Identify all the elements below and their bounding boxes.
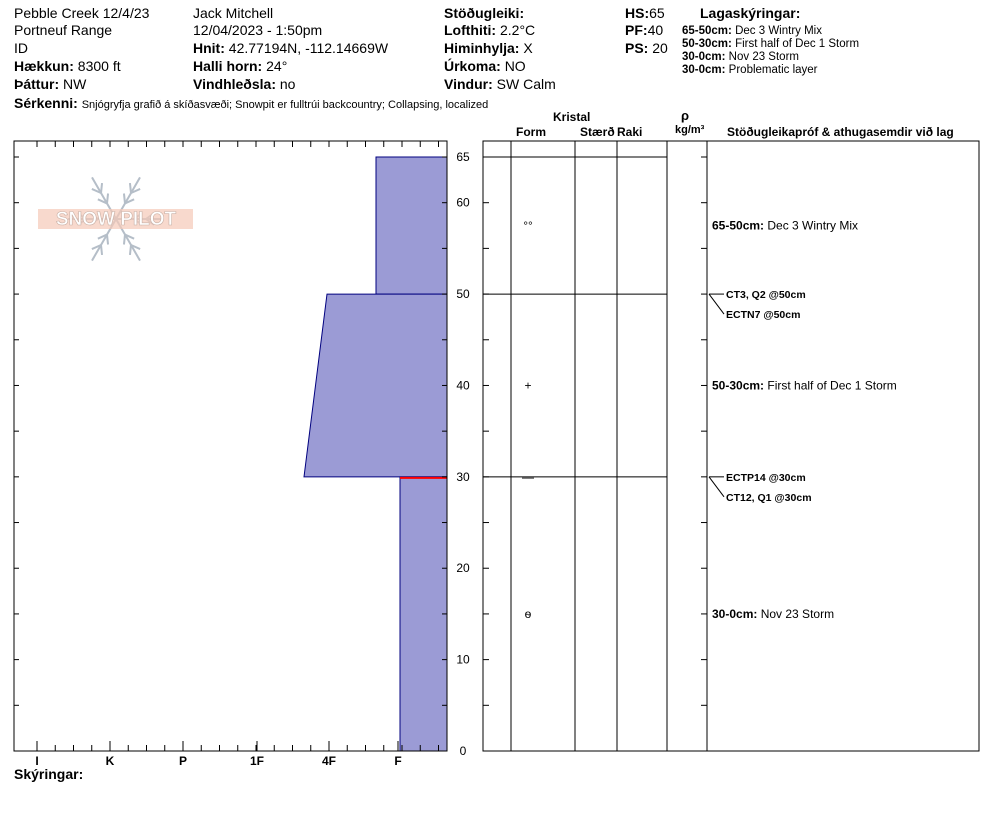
flake-branch bbox=[97, 198, 108, 205]
legend-item: 50-30cm: First half of Dec 1 Storm bbox=[682, 38, 860, 50]
snowpilot-logo: SNOW PILOT bbox=[38, 176, 193, 262]
flake-branch bbox=[106, 234, 110, 245]
flake-branch bbox=[128, 182, 132, 194]
datetime: 12/04/2023 - 1:50pm bbox=[193, 22, 323, 38]
observer: Jack Mitchell bbox=[193, 5, 274, 21]
state: ID bbox=[14, 40, 28, 56]
layer-comment: 30-0cm: Nov 23 Storm bbox=[712, 607, 834, 621]
flake-branch bbox=[122, 234, 126, 245]
wind: Vindur: SW Calm bbox=[444, 76, 556, 92]
flake-branch bbox=[91, 188, 102, 194]
sky-cover: Himinhylja: X bbox=[444, 40, 533, 56]
hardness-plot-frame bbox=[13, 140, 448, 752]
slope-angle: Halli horn: 24° bbox=[193, 58, 288, 74]
wind-loading: Vindhleðsla: no bbox=[193, 76, 296, 92]
hardness-tick-label: 1F bbox=[250, 754, 264, 768]
ps: PS: 20 bbox=[625, 40, 668, 56]
pf: PF:40 bbox=[625, 22, 664, 38]
hardness-tick-label: I bbox=[35, 754, 38, 768]
hardness-layer-2 bbox=[303, 293, 448, 478]
layer-comment: 50-30cm: First half of Dec 1 Storm bbox=[712, 378, 897, 392]
stability: Stöðugleiki: bbox=[444, 5, 525, 21]
crystal-header: Kristal bbox=[553, 110, 591, 124]
depth-tick-label: 40 bbox=[456, 378, 470, 392]
rho-header: ρ bbox=[681, 108, 690, 123]
hardness-tick-label: K bbox=[106, 754, 115, 768]
layer-comment: 65-50cm: Dec 3 Wintry Mix bbox=[712, 219, 858, 233]
form-header: Form bbox=[516, 125, 546, 139]
legend-item: 30-0cm: Nov 23 Storm bbox=[682, 51, 799, 63]
layer-table-frame bbox=[482, 140, 980, 752]
flake-branch bbox=[130, 244, 141, 250]
flake-branch bbox=[100, 244, 104, 256]
legend-item: 65-50cm: Dec 3 Wintry Mix bbox=[682, 25, 822, 37]
footer-legend-label: Skýringar: bbox=[14, 766, 84, 782]
depth-tick-label: 30 bbox=[456, 470, 470, 484]
flake-branch bbox=[91, 244, 102, 250]
depth-tick-label: 65 bbox=[456, 150, 470, 164]
test-pointer bbox=[708, 293, 725, 315]
logo-text: SNOW PILOT bbox=[56, 209, 177, 230]
stability-test-label: CT3, Q2 @50cm bbox=[726, 289, 806, 301]
hardness-layer-1 bbox=[375, 156, 448, 295]
test-pointer bbox=[708, 476, 725, 498]
grain-form-symbol: + bbox=[524, 378, 531, 392]
density-unit-header: kg/m³ bbox=[675, 124, 705, 136]
depth-tick-label: 0 bbox=[460, 744, 467, 758]
location: Pebble Creek 12/4/23 bbox=[14, 5, 150, 21]
flake-branch bbox=[100, 182, 104, 194]
size-header: Stærð bbox=[580, 125, 615, 139]
grain-form-symbol: — bbox=[522, 470, 534, 484]
legend-title: Lagaskýringar: bbox=[700, 5, 801, 21]
grain-form-symbol: ѳ bbox=[525, 607, 532, 621]
flake-branch bbox=[124, 233, 135, 240]
flake-branch bbox=[130, 188, 141, 194]
legend-item: 30-0cm: Problematic layer bbox=[682, 64, 818, 76]
flake-branch bbox=[122, 193, 126, 204]
stability-test-label: ECTP14 @30cm bbox=[726, 472, 806, 484]
stability-test-label: CT12, Q1 @30cm bbox=[726, 492, 812, 504]
flake-branch bbox=[97, 233, 108, 240]
hardness-tick-label: 4F bbox=[322, 754, 336, 768]
flake-branch bbox=[128, 244, 132, 256]
features: Sérkenni: Snjógryfja grafið á skíðasvæði… bbox=[14, 95, 489, 111]
moisture-header: Raki bbox=[617, 125, 643, 139]
depth-tick-label: 10 bbox=[456, 653, 470, 667]
hardness-tick-label: P bbox=[179, 754, 187, 768]
depth-tick-label: 50 bbox=[456, 287, 470, 301]
aspect: Þáttur: NW bbox=[14, 76, 87, 92]
range: Portneuf Range bbox=[14, 22, 113, 38]
hs: HS:65 bbox=[625, 5, 665, 21]
grain-form-symbol: °° bbox=[523, 219, 533, 233]
hardness-layer-3 bbox=[399, 476, 448, 752]
depth-tick-label: 20 bbox=[456, 561, 470, 575]
depth-tick-label: 60 bbox=[456, 196, 470, 210]
elevation: Hækkun: 8300 ft bbox=[14, 58, 121, 74]
precipitation: Úrkoma: NO bbox=[444, 58, 526, 74]
tests-header: Stöðugleikapróf & athugasemdir við lag bbox=[727, 125, 954, 139]
air-temp: Lofthiti: 2.2°C bbox=[444, 22, 536, 38]
flake-branch bbox=[124, 198, 135, 205]
stability-test-label: ECTN7 @50cm bbox=[726, 309, 800, 321]
flake-branch bbox=[106, 193, 110, 204]
hardness-tick-label: F bbox=[394, 754, 401, 768]
coordinates: Hnit: 42.77194N, -112.14669W bbox=[193, 40, 389, 56]
